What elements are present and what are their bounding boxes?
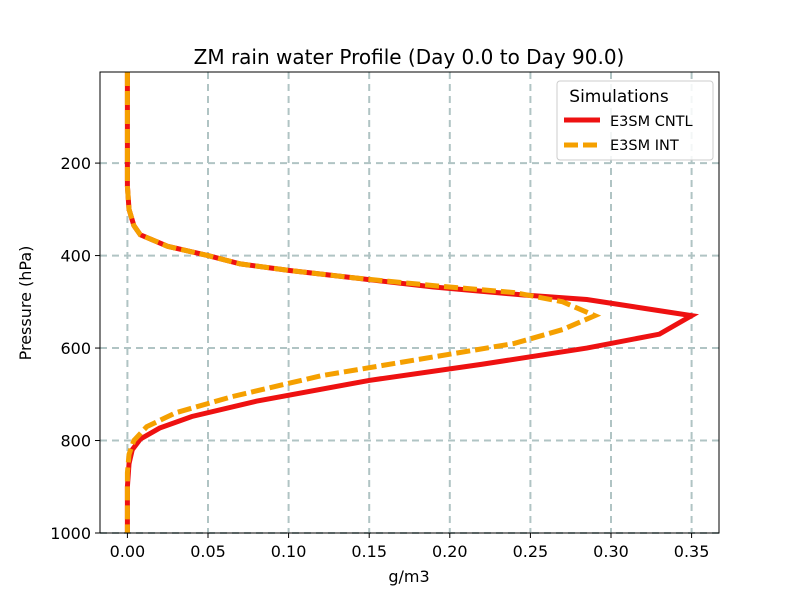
legend: Simulations E3SM CNTL E3SM INT bbox=[556, 80, 714, 161]
x-tick-label: 0.00 bbox=[110, 542, 146, 561]
y-axis-label: Pressure (hPa) bbox=[16, 246, 35, 361]
x-tick-label: 0.20 bbox=[432, 542, 468, 561]
x-tick-label: 0.30 bbox=[593, 542, 629, 561]
y-tick-label: 1000 bbox=[50, 524, 91, 543]
x-axis-label: g/m3 bbox=[388, 567, 429, 586]
legend-box bbox=[556, 80, 714, 161]
series-layer bbox=[124, 72, 700, 533]
x-tick-label: 0.35 bbox=[674, 542, 710, 561]
x-tick-label: 0.15 bbox=[351, 542, 387, 561]
x-tick-label: 0.10 bbox=[271, 542, 307, 561]
y-tick-label: 200 bbox=[60, 154, 91, 173]
legend-label-e3sm-cntl: E3SM CNTL bbox=[610, 114, 693, 130]
chart-title: ZM rain water Profile (Day 0.0 to Day 90… bbox=[194, 45, 625, 69]
y-tick-label: 400 bbox=[60, 247, 91, 266]
plot-frame bbox=[99, 71, 720, 534]
y-tick-label: 800 bbox=[60, 432, 91, 451]
legend-title: Simulations bbox=[569, 87, 669, 107]
x-tick-label: 0.05 bbox=[190, 542, 226, 561]
legend-label-e3sm-int: E3SM INT bbox=[610, 138, 679, 154]
x-tick-label: 0.25 bbox=[513, 542, 549, 561]
x-axis: 0.00 0.05 0.10 0.15 0.20 0.25 0.30 0.35 bbox=[110, 533, 710, 561]
y-tick-label: 600 bbox=[60, 339, 91, 358]
series-line-e3sm-int bbox=[124, 72, 602, 533]
y-axis: 200 400 600 800 1000 bbox=[50, 154, 100, 543]
